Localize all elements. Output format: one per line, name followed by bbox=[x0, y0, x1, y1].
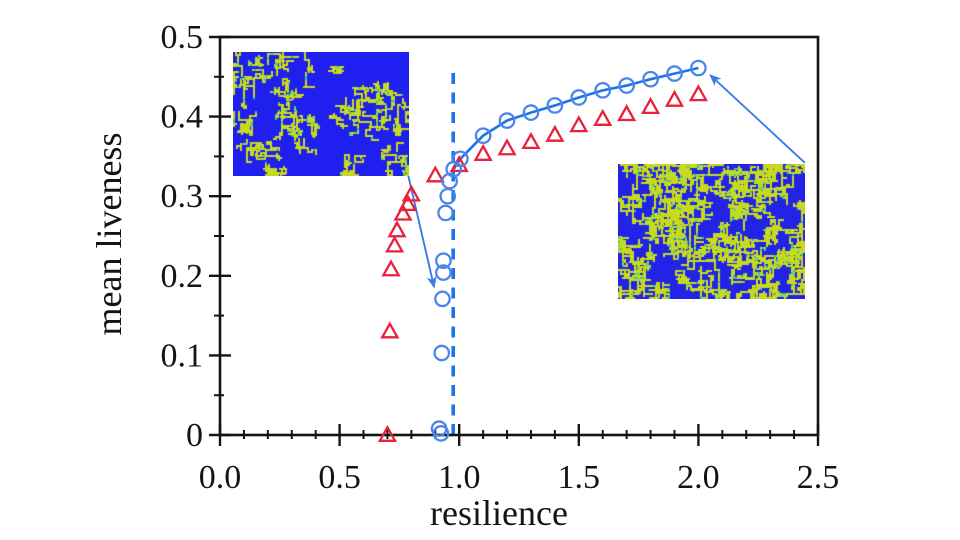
data-point-triangle bbox=[401, 184, 421, 202]
data-point-triangle bbox=[381, 259, 401, 277]
data-point-circle bbox=[570, 89, 588, 106]
data-point-circle bbox=[618, 77, 635, 94]
data-point-triangle bbox=[688, 84, 708, 102]
inset-high-liveness-snapshot bbox=[618, 164, 805, 299]
data-point-circle bbox=[437, 204, 454, 222]
x-tick-label: 1.0 bbox=[438, 459, 481, 496]
data-point-triangle bbox=[380, 321, 400, 339]
data-point-triangle bbox=[425, 165, 445, 183]
data-point-circle bbox=[522, 104, 540, 121]
y-tick-label: 0.5 bbox=[161, 19, 204, 56]
data-point-triangle bbox=[521, 131, 541, 150]
data-point-circle bbox=[435, 264, 452, 281]
data-point-circle bbox=[434, 290, 451, 308]
data-point-circle bbox=[452, 150, 469, 168]
data-point-triangle bbox=[473, 143, 493, 161]
y-axis-label: mean liveness bbox=[89, 132, 129, 336]
blue-circles-upper-branch bbox=[445, 59, 707, 178]
data-point-circle bbox=[546, 97, 564, 114]
y-tick-label: 0 bbox=[186, 417, 203, 454]
data-point-circle bbox=[642, 70, 659, 88]
data-point-circle bbox=[439, 187, 457, 205]
data-point-triangle bbox=[569, 115, 589, 133]
data-point-circle bbox=[433, 344, 451, 362]
y-tick-label: 0.4 bbox=[161, 99, 204, 136]
data-point-circle bbox=[666, 65, 683, 82]
data-point-triangle bbox=[385, 235, 405, 253]
x-tick-label: 0.5 bbox=[318, 459, 361, 496]
data-point-triangle bbox=[377, 424, 398, 442]
data-point-circle bbox=[432, 425, 450, 442]
y-tick-label: 0.3 bbox=[161, 178, 204, 215]
axes: 0.0 0.5 1.0 1.5 2.0 2.5 0 0.1 0.2 0.3 0.4 0.5 bbox=[161, 19, 840, 496]
y-tick-label: 0.1 bbox=[161, 337, 204, 374]
data-point-triangle bbox=[664, 89, 685, 107]
data-point-circle bbox=[594, 81, 612, 99]
blue-circles-upper-branch-line bbox=[452, 66, 699, 170]
data-point-triangle bbox=[387, 220, 407, 238]
y-tick-label: 0.2 bbox=[161, 258, 204, 295]
x-tick-label: 2.5 bbox=[797, 459, 840, 496]
arrow-inset1-to-collapse-point bbox=[407, 175, 437, 289]
data-point-circle bbox=[690, 59, 707, 77]
blue-circles-collapsing-branch bbox=[430, 172, 458, 442]
data-point-triangle bbox=[545, 124, 565, 142]
data-point-circle bbox=[435, 252, 452, 270]
x-tick-label: 2.0 bbox=[677, 459, 720, 496]
data-point-triangle bbox=[593, 108, 613, 126]
data-point-triangle bbox=[617, 104, 637, 122]
data-point-circle bbox=[474, 127, 492, 145]
data-point-triangle bbox=[497, 138, 517, 156]
x-tick-label: 1.5 bbox=[558, 459, 601, 496]
x-tick-label: 0.0 bbox=[199, 459, 242, 496]
data-point-triangle bbox=[398, 194, 418, 212]
arrow-inset2-to-peak-point bbox=[709, 74, 806, 164]
inset-low-liveness-snapshot bbox=[233, 52, 409, 176]
x-axis-label: resilience bbox=[430, 493, 568, 533]
data-point-triangle bbox=[640, 96, 661, 114]
data-point-triangle bbox=[393, 203, 413, 221]
data-point-circle bbox=[498, 112, 516, 129]
